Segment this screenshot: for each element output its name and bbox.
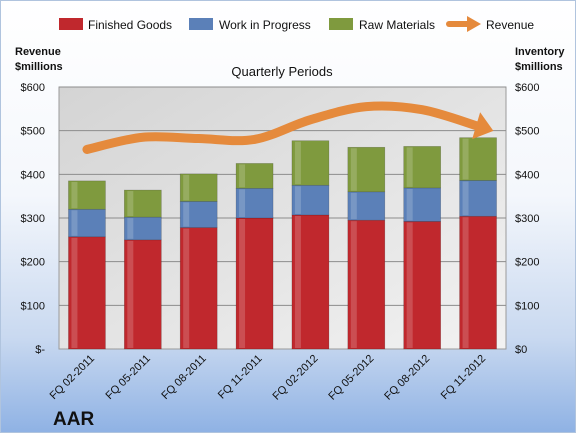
bar-highlight [71,210,78,236]
bar-highlight [183,202,190,227]
legend-swatch-work-in-progress [189,18,213,30]
left-tick-label: $600 [21,82,45,94]
left-tick-label: $500 [21,126,45,138]
left-tick-label: $100 [21,300,45,312]
legend-label-raw-materials: Raw Materials [359,18,435,32]
right-tick-label: $500 [515,126,539,138]
bar-highlight [127,191,134,217]
x-tick-label: FQ 05-2012 [326,353,376,403]
bar-finished-goods-7 [459,215,497,350]
bar-raw-materials-5 [347,146,386,193]
bar-work-in-progress-5 [347,191,386,221]
revenue-line-path [82,101,483,154]
bar-finished-goods-6 [403,221,441,350]
bar-highlight [127,240,134,348]
bar-highlight [239,219,246,348]
bar-highlight [406,188,413,221]
bar-highlight [239,164,246,188]
bar-highlight [294,215,301,348]
bar-highlight [127,218,134,239]
bar-highlight [462,217,469,348]
left-axis-title-line2: $millions [15,61,63,73]
bar-work-in-progress-0 [68,208,106,238]
legend-label-revenue: Revenue [486,18,534,32]
revenue-line [82,101,494,154]
bar-highlight [406,222,413,348]
right-tick-label: $200 [515,257,539,269]
bar-finished-goods-1 [124,239,162,350]
bar-highlight [406,147,413,187]
bar-finished-goods-5 [347,219,386,350]
right-tick-label: $0 [515,344,527,356]
bar-finished-goods-0 [68,236,106,350]
bar-work-in-progress-7 [459,180,497,217]
company-name: AAR [53,409,94,430]
bar-finished-goods-3 [235,217,274,350]
bar-highlight [183,174,190,201]
bar-highlight [294,186,301,214]
bar-highlight [350,148,357,191]
bar-raw-materials-6 [403,146,441,189]
legend-label-finished-goods: Finished Goods [88,18,172,32]
left-tick-label: $400 [21,169,45,181]
bar-highlight [350,192,357,220]
left-tick-label: $200 [21,257,45,269]
bar-highlight [462,138,469,180]
bar-highlight [239,189,246,217]
right-tick-label: $100 [515,300,539,312]
bar-highlight [71,237,78,348]
legend-swatch-revenue [446,16,481,32]
left-tick-label: $300 [21,213,45,225]
x-tick-label: FQ 02-2011 [48,353,97,402]
bar-raw-materials-3 [235,163,274,189]
bar-finished-goods-2 [179,227,218,350]
left-tick-label: $- [35,344,45,356]
bar-raw-materials-0 [68,180,106,210]
revenue-arrowhead [472,112,494,140]
bar-highlight [462,181,469,216]
x-tick-label: FQ 05-2011 [104,353,153,402]
legend: Finished Goods Work in Progress Raw Mate… [59,16,534,32]
legend-swatch-finished-goods [59,18,83,30]
bar-finished-goods-4 [291,214,330,350]
bars [68,137,497,350]
x-tick-label: FQ 08-2012 [382,353,432,403]
bar-raw-materials-1 [124,189,162,218]
bar-highlight [183,228,190,348]
x-tick-label: FQ 02-2012 [271,353,321,403]
bar-work-in-progress-6 [403,187,441,222]
x-tick-label: FQ 11-2012 [439,353,488,402]
bar-raw-materials-2 [179,173,218,202]
right-tick-label: $300 [515,213,539,225]
right-tick-label: $600 [515,82,539,94]
bar-raw-materials-7 [459,137,497,181]
bar-work-in-progress-2 [179,201,218,228]
legend-label-work-in-progress: Work in Progress [219,18,311,32]
x-tick-label: FQ 08-2011 [159,353,208,402]
chart-title: Quarterly Periods [231,64,333,79]
x-tick-label: FQ 11-2011 [216,353,265,402]
bar-work-in-progress-3 [235,188,274,219]
bar-raw-materials-4 [291,140,330,186]
legend-swatch-raw-materials [329,18,353,30]
left-axis-title-line1: Revenue [15,46,61,58]
right-axis-title-line2: $millions [515,61,563,73]
bar-highlight [294,141,301,185]
bar-highlight [71,181,78,209]
right-tick-label: $400 [515,169,539,181]
bar-highlight [350,221,357,348]
right-axis-title-line1: Inventory [515,46,565,58]
